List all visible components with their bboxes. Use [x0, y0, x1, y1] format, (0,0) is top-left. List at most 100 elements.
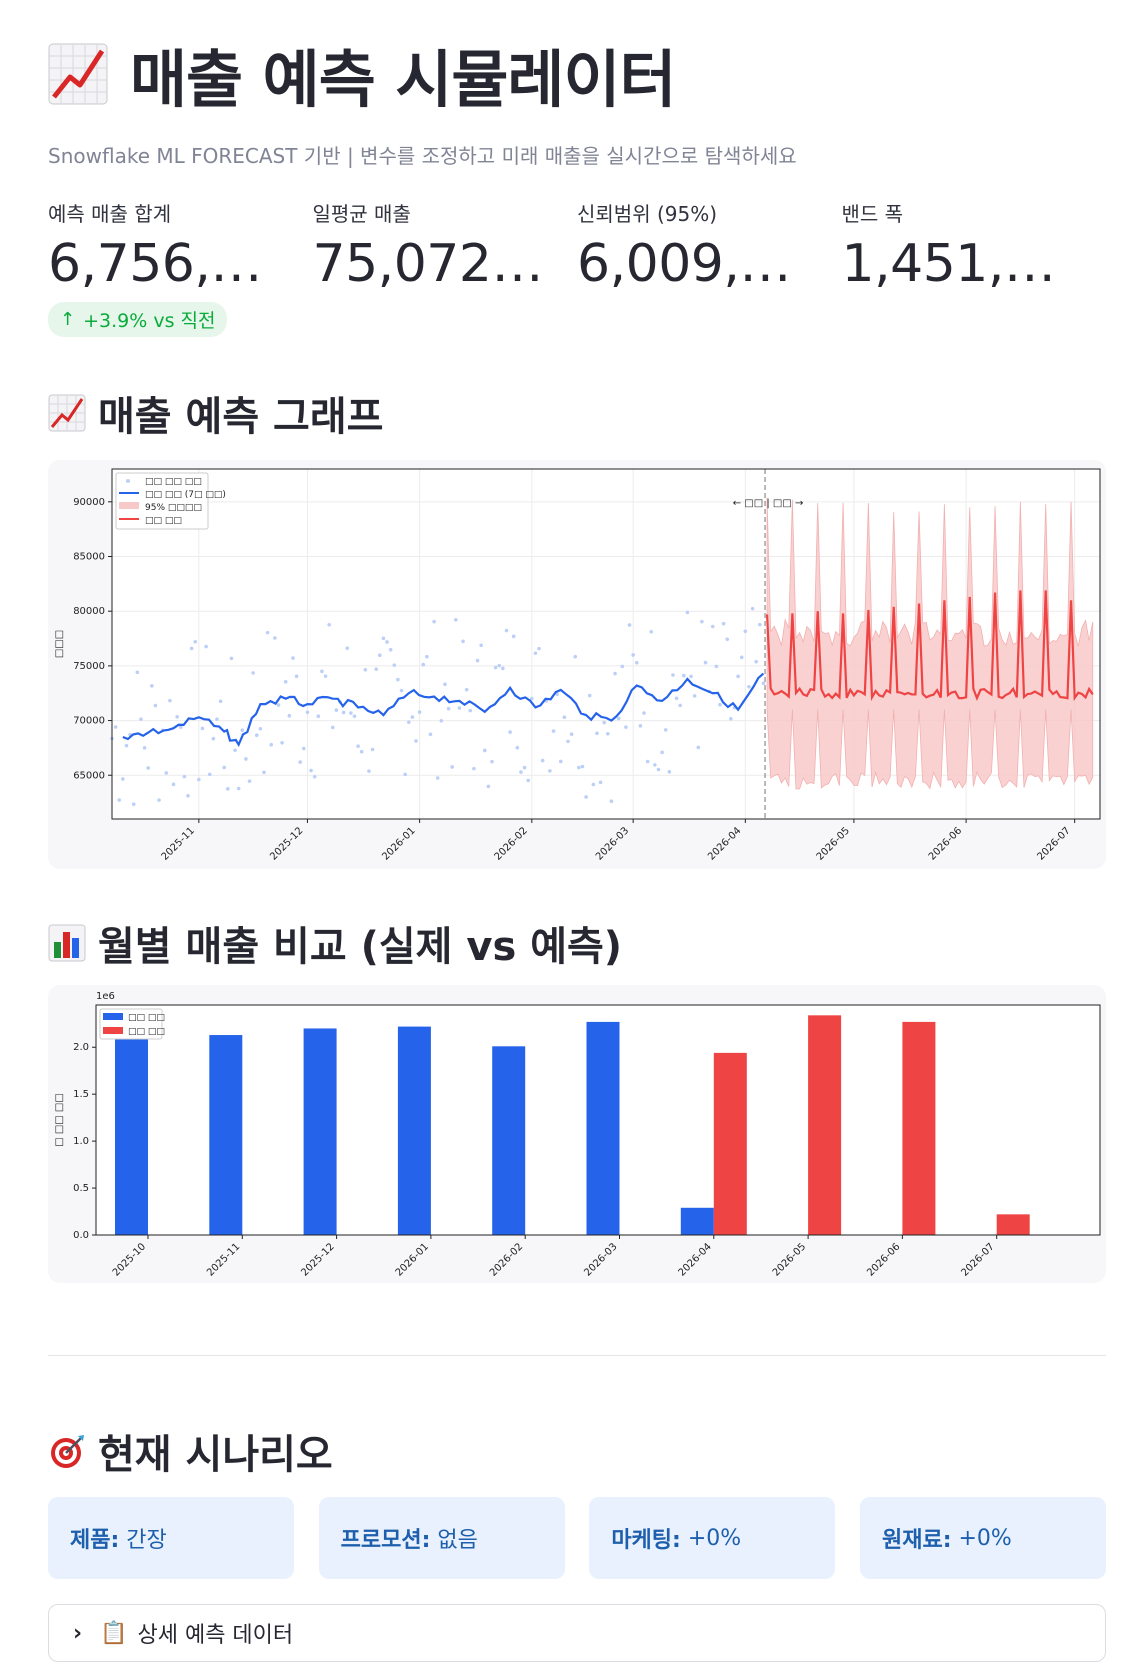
actual-point: [425, 654, 429, 659]
actual-point: [211, 736, 216, 741]
actual-point: [475, 658, 480, 663]
actual-point: [631, 653, 635, 657]
actual-point: [349, 711, 353, 715]
actual-point: [200, 726, 205, 731]
actual-point: [189, 646, 194, 651]
actual-point: [287, 713, 292, 718]
actual-point: [758, 622, 762, 627]
actual-point: [403, 772, 407, 777]
x-tick-label: 2025-10: [111, 1241, 148, 1278]
actual-point: [330, 725, 335, 730]
actual-point: [417, 710, 422, 714]
bar-actual: [397, 1026, 431, 1235]
y-tick-label: 80000: [73, 606, 105, 617]
y-tick-label: 75000: [73, 661, 105, 672]
actual-point: [139, 717, 143, 721]
bar-chart-icon: [48, 924, 86, 962]
bar-actual: [209, 1035, 243, 1235]
actual-point: [653, 763, 657, 767]
actual-point: [526, 778, 530, 783]
actual-point: [341, 710, 346, 715]
x-tick-label: 2026-02: [493, 825, 530, 862]
actual-point: [247, 779, 252, 784]
actual-point: [555, 692, 559, 697]
actual-point: [233, 748, 237, 753]
actual-point: [150, 684, 154, 688]
actual-point: [327, 622, 331, 627]
actual-point: [678, 703, 682, 708]
detail-data-expander[interactable]: › 📋 상세 예측 데이터: [48, 1604, 1106, 1662]
x-tick-label: 2026-06: [865, 1241, 902, 1278]
x-tick-label: 2026-04: [706, 825, 743, 862]
actual-point: [168, 698, 172, 703]
metric-label: 예측 매출 합계: [48, 202, 172, 226]
section-divider: [48, 1355, 1106, 1356]
actual-point: [696, 745, 701, 750]
actual-point: [269, 742, 274, 747]
actual-point: [153, 703, 158, 708]
actual-point: [265, 630, 270, 635]
confidence-band: [766, 497, 1094, 790]
x-tick-label: 2026-02: [488, 1241, 525, 1278]
expander-label: 상세 예측 데이터: [137, 1623, 294, 1648]
actual-point: [121, 777, 125, 781]
actual-point: [479, 643, 483, 648]
y-axis-label: □□□: [54, 630, 65, 658]
actual-point: [215, 717, 219, 721]
metric-label: 일평균 매출: [312, 202, 411, 226]
metric-label: 신뢰범위 (95%): [577, 202, 718, 226]
actual-point: [577, 765, 581, 770]
actual-point: [262, 770, 266, 775]
monthly-section-heading: 월별 매출 비교 (실제 vs 예측): [48, 914, 622, 972]
y-scale-label: 1e6: [96, 991, 115, 1002]
actual-point: [410, 715, 415, 719]
chart-legend: □□ □□ □□ □□ □□ (7□ □□) 95% □□□□ □□ □□: [115, 472, 226, 530]
actual-point: [320, 669, 324, 674]
actual-point: [117, 798, 122, 802]
actual-point: [624, 725, 628, 729]
actual-point: [146, 766, 150, 770]
actual-point: [244, 757, 248, 761]
actual-point: [710, 624, 715, 629]
actual-point: [725, 637, 730, 642]
actual-point: [182, 774, 187, 779]
actual-point: [461, 639, 465, 644]
metric-value: 6,756,5...: [48, 234, 284, 294]
actual-point: [345, 646, 350, 650]
forecast-section-heading: 매출 예측 그래프: [48, 384, 383, 442]
actual-point: [450, 765, 454, 769]
actual-point: [363, 667, 368, 672]
actual-point: [388, 647, 393, 652]
x-tick-label: 2025-12: [268, 825, 305, 862]
actual-point: [439, 718, 444, 723]
actual-point: [660, 750, 664, 755]
monthly-chart-panel: 0.0 0.5 1.0 1.5 2.0 1e6 2025-10 2025-11 2025-12 2…: [48, 985, 1106, 1283]
y-tick-label: 90000: [73, 497, 105, 508]
actual-point: [175, 714, 179, 719]
actual-point: [700, 619, 704, 624]
actual-point: [595, 731, 599, 736]
actual-point: [671, 673, 675, 677]
actual-point: [656, 767, 661, 772]
bar-forecast: [808, 1015, 842, 1235]
actual-point: [736, 674, 740, 679]
scenario-value: +0%: [958, 1525, 1012, 1551]
page-title: 매출 예측 시뮬레이터: [130, 43, 677, 116]
actual-point: [381, 636, 386, 641]
actual-point: [750, 606, 755, 611]
actual-point: [428, 732, 433, 737]
x-tick-label: 2026-01: [380, 825, 417, 862]
actual-point: [178, 725, 183, 729]
scenario-value: 없음: [437, 1528, 478, 1553]
x-tick-label: 2026-07: [1035, 825, 1072, 862]
metric-delta-text: +3.9% vs 직전: [83, 310, 216, 332]
actual-point: [432, 619, 436, 624]
actual-point: [580, 764, 585, 769]
scenario-value: 간장: [126, 1528, 167, 1553]
section-title: 월별 매출 비교 (실제 vs 예측): [98, 924, 623, 970]
actual-point: [667, 770, 672, 774]
actual-point: [352, 714, 357, 718]
bar-actual: [492, 1046, 526, 1235]
actual-point: [207, 772, 212, 777]
y-tick-label: 2.0: [73, 1042, 89, 1053]
